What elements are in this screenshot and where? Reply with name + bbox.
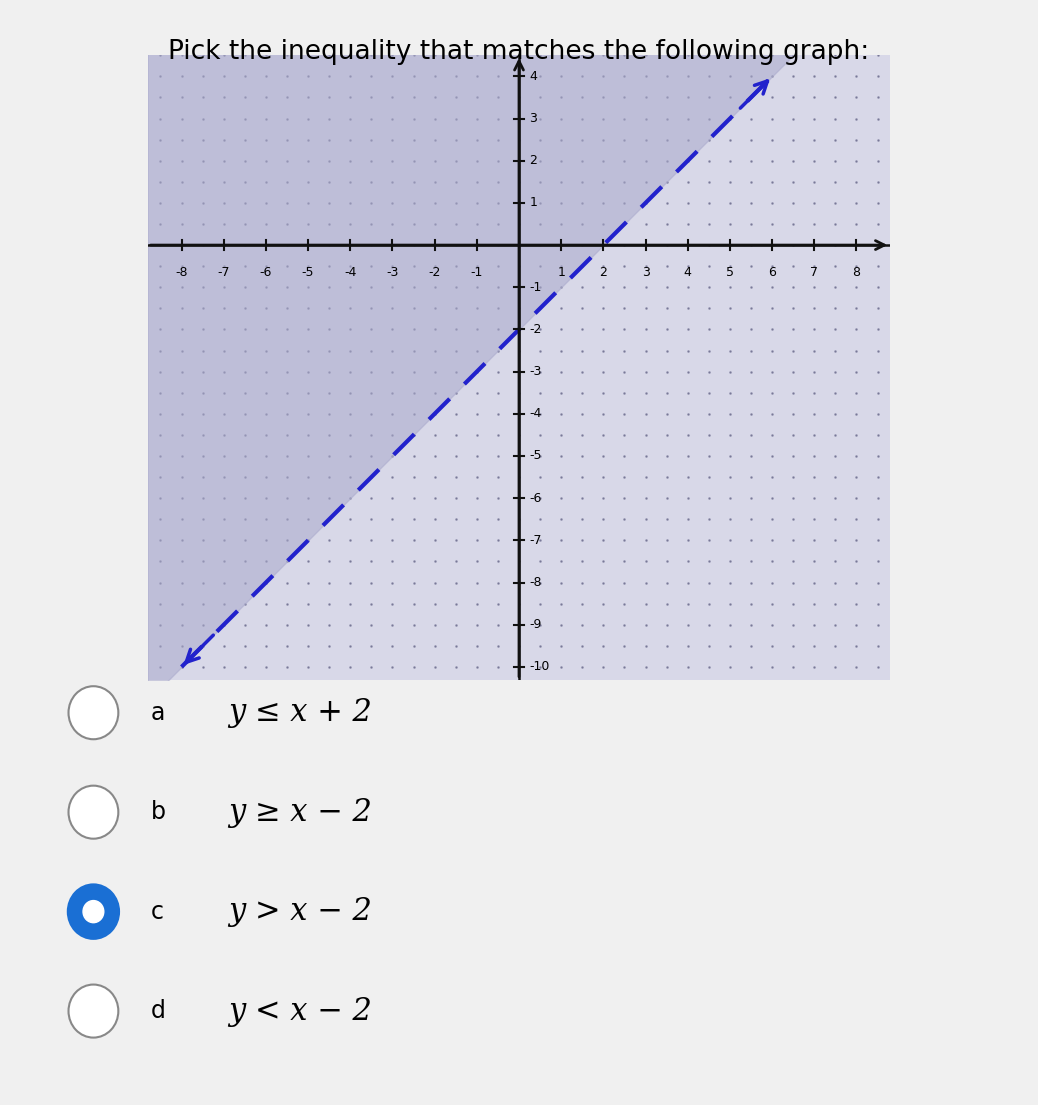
Text: Pick the inequality that matches the following graph:: Pick the inequality that matches the fol… [168, 39, 870, 65]
Text: y > x − 2: y > x − 2 [228, 896, 373, 927]
Text: 7: 7 [811, 266, 818, 280]
Text: -10: -10 [529, 661, 550, 673]
Text: 4: 4 [529, 70, 538, 83]
Text: a: a [151, 701, 165, 725]
Text: -7: -7 [529, 534, 542, 547]
Text: 3: 3 [641, 266, 650, 280]
Text: d: d [151, 999, 165, 1023]
Text: -7: -7 [218, 266, 230, 280]
Text: 8: 8 [852, 266, 861, 280]
Text: -6: -6 [260, 266, 272, 280]
Text: -1: -1 [470, 266, 483, 280]
Text: 2: 2 [529, 155, 538, 167]
Text: -8: -8 [175, 266, 188, 280]
Text: 2: 2 [599, 266, 607, 280]
Text: 4: 4 [684, 266, 691, 280]
Text: -5: -5 [302, 266, 315, 280]
Text: b: b [151, 800, 165, 824]
Text: -3: -3 [386, 266, 399, 280]
Text: -8: -8 [529, 576, 542, 589]
Text: y ≥ x − 2: y ≥ x − 2 [228, 797, 373, 828]
Text: 3: 3 [529, 112, 538, 125]
Text: 6: 6 [768, 266, 776, 280]
Text: -1: -1 [529, 281, 542, 294]
Text: -2: -2 [429, 266, 441, 280]
Text: 1: 1 [557, 266, 565, 280]
Text: 5: 5 [726, 266, 734, 280]
Text: y ≤ x + 2: y ≤ x + 2 [228, 697, 373, 728]
Text: -4: -4 [344, 266, 356, 280]
Text: y < x − 2: y < x − 2 [228, 996, 373, 1027]
Text: -3: -3 [529, 365, 542, 378]
Text: -9: -9 [529, 618, 542, 631]
Text: 1: 1 [529, 197, 538, 209]
Text: -5: -5 [529, 450, 542, 463]
Text: -6: -6 [529, 492, 542, 505]
Text: -4: -4 [529, 408, 542, 420]
Text: c: c [151, 899, 164, 924]
Text: -2: -2 [529, 323, 542, 336]
